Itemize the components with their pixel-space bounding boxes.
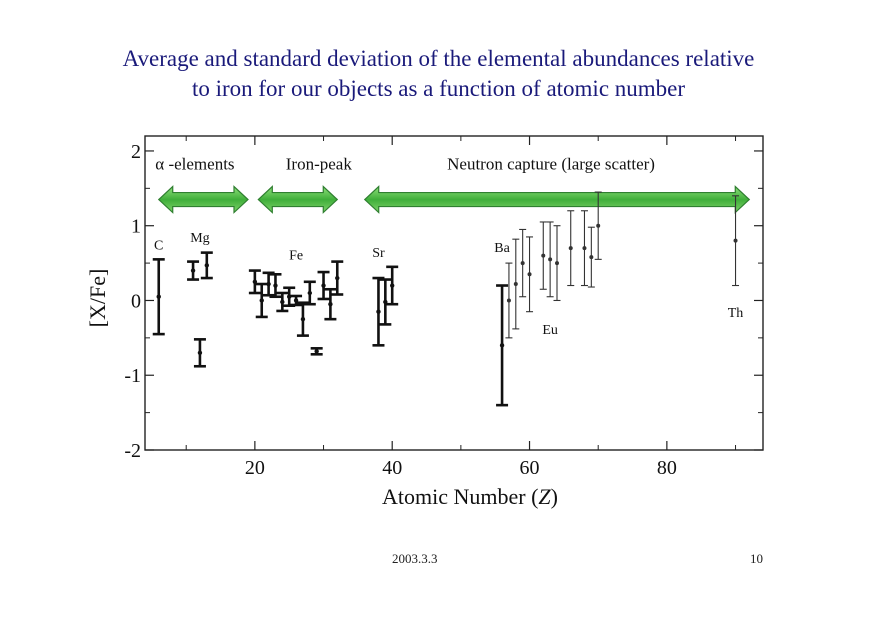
- data-marker: [596, 223, 601, 228]
- data-point: [283, 286, 296, 308]
- x-tick-label: 60: [520, 457, 540, 479]
- data-marker: [390, 283, 395, 288]
- data-point: [379, 278, 392, 326]
- data-point: [331, 260, 344, 296]
- data-marker: [506, 298, 511, 303]
- data-marker: [156, 294, 161, 299]
- data-point: [290, 294, 303, 307]
- y-axis-label: [X/Fe]: [85, 269, 110, 328]
- data-point: [317, 270, 330, 301]
- data-marker: [273, 283, 278, 288]
- data-marker: [259, 298, 264, 303]
- y-tick-label: 2: [131, 141, 141, 163]
- slide-title: Average and standard deviation of the el…: [0, 44, 877, 104]
- y-tick-label: -2: [124, 440, 141, 462]
- data-point: [303, 280, 316, 306]
- data-point: [580, 210, 588, 287]
- data-marker: [733, 238, 738, 243]
- data-point: [324, 287, 337, 321]
- data-marker: [280, 299, 285, 305]
- data-point: [732, 195, 740, 287]
- data-marker: [335, 275, 340, 281]
- element-label: Eu: [542, 323, 558, 338]
- group-label: α -elements: [155, 155, 234, 174]
- data-marker: [589, 255, 594, 260]
- element-label: Th: [728, 306, 744, 321]
- data-point: [386, 265, 399, 306]
- data-marker: [555, 261, 559, 266]
- data-marker: [204, 263, 209, 268]
- data-point: [526, 236, 534, 313]
- x-tick-label: 40: [382, 457, 402, 479]
- data-point: [296, 301, 309, 337]
- data-marker: [376, 309, 381, 314]
- data-marker: [520, 261, 525, 266]
- data-point: [546, 221, 554, 298]
- data-marker: [300, 316, 306, 322]
- data-point: [193, 338, 206, 368]
- data-marker: [527, 272, 532, 277]
- group-label: Iron-peak: [286, 155, 353, 174]
- data-point: [372, 276, 385, 347]
- data-marker: [197, 350, 203, 356]
- range-arrow: [363, 185, 751, 214]
- data-point: [269, 273, 282, 299]
- element-label: Mg: [190, 231, 209, 246]
- y-tick-label: -1: [124, 365, 141, 387]
- data-point: [255, 282, 268, 319]
- element-label: C: [154, 239, 163, 254]
- data-marker: [190, 268, 196, 273]
- data-point: [262, 271, 275, 297]
- slide-title-line2: to iron for our objects as a function of…: [191, 76, 686, 101]
- element-label: Ba: [494, 241, 510, 256]
- range-arrow: [157, 185, 249, 214]
- x-tick-label: 80: [657, 457, 677, 479]
- slide-title-line1: Average and standard deviation of the el…: [122, 46, 755, 71]
- data-marker: [328, 302, 333, 307]
- data-point: [567, 210, 575, 287]
- data-point: [310, 347, 323, 356]
- group-label: Neutron capture (large scatter): [447, 155, 655, 174]
- plot-frame: [144, 135, 764, 451]
- data-point: [553, 225, 561, 302]
- data-point: [587, 226, 595, 288]
- data-point: [152, 258, 165, 336]
- data-point: [512, 238, 520, 330]
- data-point: [594, 191, 602, 260]
- slide-date: 2003.3.3: [392, 551, 438, 566]
- data-marker: [548, 257, 553, 262]
- data-marker: [541, 253, 546, 258]
- data-point: [200, 251, 213, 280]
- data-marker: [266, 281, 271, 287]
- data-marker: [307, 290, 312, 296]
- data-point: [496, 284, 509, 407]
- data-marker: [321, 283, 326, 288]
- element-label: Sr: [372, 246, 385, 261]
- slide-page-number: 10: [750, 551, 763, 566]
- x-axis-label: Atomic Number (Z): [382, 484, 558, 509]
- data-marker: [499, 343, 505, 348]
- data-point: [519, 228, 527, 298]
- data-marker: [582, 246, 587, 251]
- data-point: [187, 260, 200, 281]
- x-tick-label: 20: [245, 457, 265, 479]
- data-point: [248, 269, 261, 295]
- range-arrow: [257, 185, 339, 214]
- data-marker: [568, 246, 573, 251]
- data-point: [539, 221, 547, 290]
- element-label: Fe: [289, 248, 303, 263]
- data-point: [276, 291, 289, 313]
- data-marker: [513, 282, 518, 287]
- y-tick-label: 1: [131, 216, 141, 238]
- data-marker: [314, 349, 319, 354]
- y-tick-label: 0: [131, 290, 141, 312]
- data-point: [505, 262, 513, 339]
